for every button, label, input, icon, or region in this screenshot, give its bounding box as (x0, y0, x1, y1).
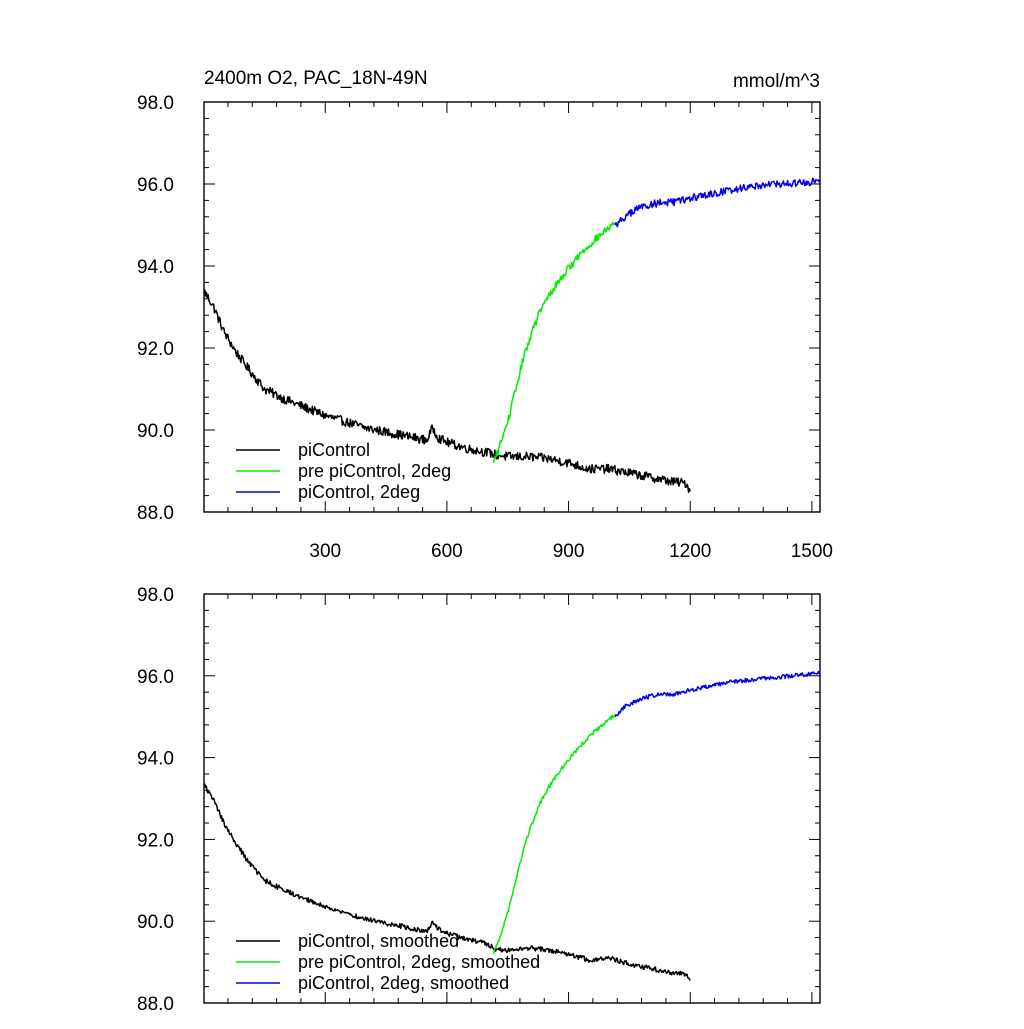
y-tick-label: 94.0 (137, 257, 174, 278)
y-tick-label: 88.0 (137, 994, 174, 1015)
series-line-2-2 (492, 714, 616, 955)
y-tick-label: 92.0 (137, 339, 174, 360)
legend-label-1-2: pre piControl, 2deg (298, 461, 451, 481)
plot-frame-1 (203, 101, 821, 513)
legend-label-2-1: piControl, smoothed (298, 931, 459, 951)
legend-label-2-2: pre piControl, 2deg, smoothed (298, 952, 540, 972)
legend-label-2-3: piControl, 2deg, smoothed (298, 973, 509, 993)
legend-label-1-3: piControl, 2deg (298, 482, 420, 502)
series-line-1-1 (203, 289, 691, 494)
y-tick-label: 92.0 (137, 830, 174, 851)
y-tick-label: 94.0 (137, 749, 174, 770)
y-tick-label: 98.0 (137, 585, 174, 606)
y-tick-label: 98.0 (137, 93, 174, 114)
series-line-1-3 (614, 177, 820, 228)
x-tick-label: 1200 (669, 541, 711, 562)
units-label: mmol/m^3 (733, 71, 820, 92)
series-line-2-1 (203, 783, 691, 981)
series-line-1-2 (492, 221, 616, 463)
x-tick-label: 600 (431, 541, 463, 562)
plot-frame-2 (203, 593, 821, 1004)
chart-title: 2400m O2, PAC_18N-49N (204, 68, 428, 89)
x-tick-label: 300 (309, 541, 341, 562)
series-line-2-3 (614, 670, 821, 717)
y-tick-label: 88.0 (137, 503, 174, 524)
x-tick-label: 900 (553, 541, 585, 562)
y-tick-label: 96.0 (137, 667, 174, 688)
x-tick-label: 1500 (791, 541, 833, 562)
y-tick-label: 90.0 (137, 912, 174, 933)
y-tick-label: 96.0 (137, 175, 174, 196)
y-tick-label: 90.0 (137, 421, 174, 442)
legend-label-1-1: piControl (298, 440, 370, 460)
